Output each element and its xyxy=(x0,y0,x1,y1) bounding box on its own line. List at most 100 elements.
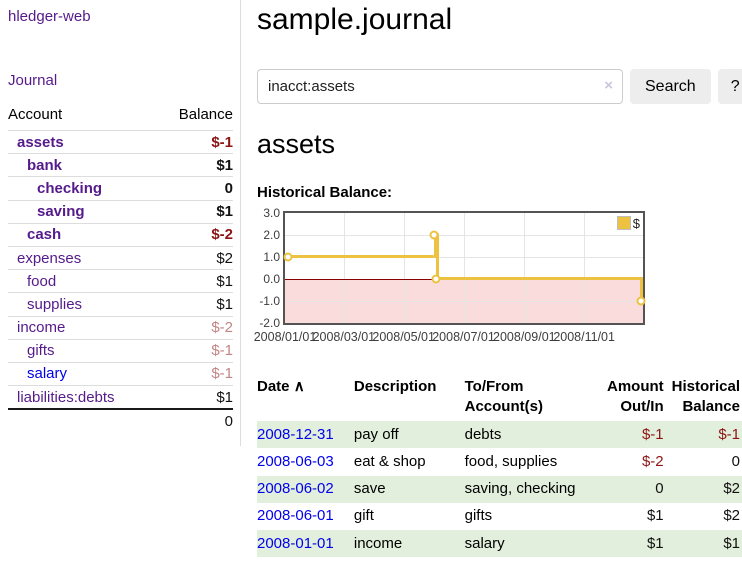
cell-balance: $-1 xyxy=(671,421,742,449)
col-amount: Amount Out/In xyxy=(606,377,664,415)
account-row: food $1 xyxy=(8,269,233,293)
account-link-liabilities-debts[interactable]: liabilities:debts xyxy=(17,388,115,406)
y-axis-tick-label: 2.0 xyxy=(263,227,280,242)
accounts-total-row: 0 xyxy=(8,408,233,433)
account-link-expenses[interactable]: expenses xyxy=(17,249,82,267)
help-button[interactable]: ? xyxy=(717,69,742,104)
col-description: Description xyxy=(353,377,437,395)
x-axis-tick-label: 2008/01/01 xyxy=(253,329,317,344)
data-point xyxy=(636,296,646,306)
x-axis-tick-label: 2008/03/01 xyxy=(312,329,376,344)
account-link-saving[interactable]: saving xyxy=(37,203,85,221)
account-link-income[interactable]: income xyxy=(17,319,66,337)
register-row: 2008-06-02 save saving, checking 0 $2 xyxy=(257,475,742,503)
data-point xyxy=(283,252,293,262)
accounts-col-account: Account xyxy=(8,106,63,123)
v-gridline xyxy=(584,212,586,323)
historical-balance-chart: $ 3.0 2.0 1.0 0.0 -1.0 -2.0 2008/01/01 2008/03/… xyxy=(253,206,742,349)
cell-amount: $1 xyxy=(585,530,672,558)
transaction-date-link[interactable]: 2008-12-31 xyxy=(257,425,334,443)
register-row: 2008-06-03 eat & shop food, supplies $-2 0 xyxy=(257,448,742,475)
cell-accounts: debts xyxy=(464,421,586,449)
cell-description: income xyxy=(353,530,465,558)
clear-search-icon[interactable]: × xyxy=(604,77,613,94)
account-row: assets $-1 xyxy=(8,129,233,154)
account-link-assets[interactable]: assets xyxy=(17,133,64,151)
account-row: saving $1 xyxy=(8,199,233,224)
nav-journal-link[interactable]: Journal xyxy=(8,72,58,89)
brand-link[interactable]: hledger-web xyxy=(8,8,91,25)
account-link-supplies[interactable]: supplies xyxy=(27,295,83,313)
line-segment xyxy=(434,233,438,259)
account-balance: $-1 xyxy=(157,338,233,363)
h-gridline xyxy=(285,300,643,302)
account-row: salary $-1 xyxy=(8,361,233,386)
register-header-row: Date ∧ Description To/From Account(s) Am… xyxy=(257,375,742,422)
account-balance: $2 xyxy=(157,245,233,270)
transaction-date-link[interactable]: 2008-01-01 xyxy=(257,534,334,552)
register-row: 2008-01-01 income salary $1 $1 xyxy=(257,530,742,558)
h-gridline xyxy=(285,256,643,258)
account-balance: $1 xyxy=(157,153,233,177)
account-balance: $1 xyxy=(157,269,233,293)
account-balance: $-1 xyxy=(157,129,233,154)
transaction-date-link[interactable]: 2008-06-01 xyxy=(257,507,334,525)
main-content: sample.journal × Search ? assets Histori… xyxy=(253,0,742,558)
account-link-gifts[interactable]: gifts xyxy=(27,342,55,360)
x-axis-tick-label: 2008/11/01 xyxy=(553,329,615,344)
search-form: × Search ? xyxy=(257,69,742,104)
account-link-food[interactable]: food xyxy=(27,272,57,290)
v-gridline xyxy=(524,212,526,323)
legend-label: $ xyxy=(632,215,640,231)
y-axis-tick-label: 0.0 xyxy=(263,271,280,286)
cell-amount: $1 xyxy=(646,507,664,525)
account-link-checking[interactable]: checking xyxy=(37,179,103,197)
transaction-date-link[interactable]: 2008-06-02 xyxy=(257,480,334,498)
register-row: 2008-12-31 pay off debts $-1 $-1 xyxy=(257,421,742,449)
h-gridline xyxy=(285,234,643,236)
chart-legend: $ xyxy=(616,215,640,231)
chart-plot-area: $ xyxy=(283,210,646,325)
account-row: income $-2 xyxy=(8,315,233,340)
account-link-cash[interactable]: cash xyxy=(27,226,62,244)
account-heading: assets xyxy=(257,129,336,159)
account-balance: $1 xyxy=(157,385,233,410)
cell-description: gift xyxy=(353,507,374,525)
x-axis-tick-label: 2008/07/01 xyxy=(432,329,495,344)
account-row: checking 0 xyxy=(8,176,233,201)
chart-title: Historical Balance: xyxy=(257,183,393,201)
sidebar: hledger-web Journal Account Balance asse… xyxy=(0,0,241,447)
cell-accounts: saving, checking xyxy=(464,475,586,503)
sort-asc-icon: ∧ xyxy=(293,377,305,395)
cell-description: pay off xyxy=(353,421,465,449)
col-date[interactable]: Date ∧ xyxy=(257,377,305,395)
account-balance: $-1 xyxy=(157,361,233,386)
line-segment xyxy=(285,255,435,259)
data-point xyxy=(429,230,439,240)
account-link-salary[interactable]: salary xyxy=(27,365,68,383)
search-button[interactable]: Search xyxy=(630,69,711,104)
account-link-bank[interactable]: bank xyxy=(27,156,63,174)
accounts-col-balance: Balance xyxy=(178,106,233,123)
account-row: cash $-2 xyxy=(8,222,233,247)
account-balance: 0 xyxy=(157,176,233,201)
y-axis-tick-label: 3.0 xyxy=(263,205,280,220)
cell-balance: $1 xyxy=(671,530,742,558)
cell-balance: $2 xyxy=(723,507,740,525)
x-axis-tick-label: 2008/05/01 xyxy=(372,329,435,344)
col-historical-balance: Historical Balance xyxy=(671,377,740,415)
v-gridline xyxy=(403,212,405,323)
v-gridline xyxy=(343,212,345,323)
cell-accounts: food, supplies xyxy=(464,452,558,470)
cell-amount: $-2 xyxy=(641,452,664,470)
legend-swatch-icon xyxy=(616,216,631,231)
accounts-table: Account Balance assets $-1 bank $1 checking 0… xyxy=(8,102,233,433)
transaction-date-link[interactable]: 2008-06-03 xyxy=(257,452,334,470)
account-row: bank $1 xyxy=(8,153,233,177)
account-row: expenses $2 xyxy=(8,245,233,270)
cell-balance: $2 xyxy=(671,475,742,503)
accounts-header-row: Account Balance xyxy=(8,102,233,131)
search-input[interactable] xyxy=(257,69,623,104)
account-balance: $1 xyxy=(157,199,233,224)
register-row: 2008-06-01 gift gifts $1 $2 xyxy=(257,503,742,530)
